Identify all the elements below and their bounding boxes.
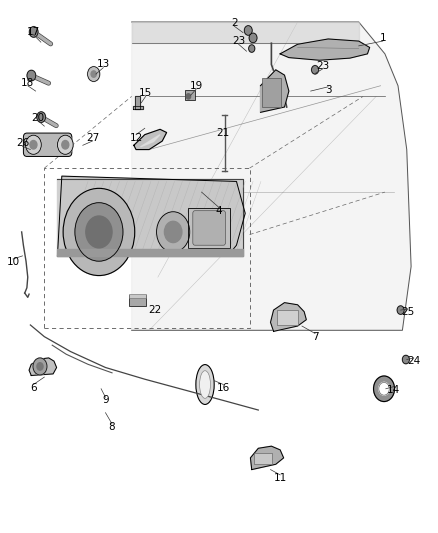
Bar: [130, 294, 146, 298]
Text: 8: 8: [109, 422, 115, 432]
Text: 15: 15: [139, 88, 152, 98]
Circle shape: [88, 67, 100, 82]
Circle shape: [374, 376, 395, 401]
Circle shape: [86, 216, 112, 248]
Text: 20: 20: [32, 112, 45, 123]
Text: 21: 21: [217, 127, 230, 138]
Polygon shape: [135, 96, 141, 109]
Polygon shape: [57, 176, 245, 256]
Bar: [277, 310, 297, 325]
Circle shape: [403, 356, 410, 364]
Text: 27: 27: [86, 133, 99, 143]
Polygon shape: [261, 70, 289, 112]
Circle shape: [33, 358, 47, 375]
Bar: [262, 78, 282, 107]
Circle shape: [27, 70, 36, 81]
Circle shape: [30, 141, 37, 149]
Circle shape: [249, 33, 257, 43]
Polygon shape: [133, 106, 143, 109]
Text: 24: 24: [407, 356, 420, 366]
Text: 17: 17: [27, 27, 40, 37]
Text: 9: 9: [102, 395, 109, 406]
Circle shape: [37, 363, 43, 370]
Text: 13: 13: [97, 60, 110, 69]
Circle shape: [397, 306, 404, 314]
Text: 12: 12: [129, 133, 143, 143]
Ellipse shape: [196, 365, 214, 405]
Text: 22: 22: [148, 305, 161, 315]
Circle shape: [249, 45, 255, 52]
Polygon shape: [57, 179, 243, 256]
Circle shape: [311, 66, 318, 74]
Polygon shape: [132, 22, 359, 43]
Circle shape: [75, 203, 123, 261]
Polygon shape: [280, 39, 370, 60]
Text: 3: 3: [325, 85, 332, 95]
Text: 26: 26: [16, 138, 29, 148]
Polygon shape: [251, 446, 284, 470]
Circle shape: [186, 94, 191, 99]
Bar: [254, 453, 272, 464]
Circle shape: [29, 27, 38, 37]
Polygon shape: [29, 358, 57, 375]
Text: 23: 23: [316, 61, 329, 70]
Circle shape: [25, 135, 41, 155]
Circle shape: [164, 221, 182, 243]
Text: 1: 1: [379, 33, 386, 43]
Ellipse shape: [200, 370, 211, 398]
Polygon shape: [132, 22, 411, 330]
Circle shape: [63, 188, 135, 276]
Circle shape: [244, 26, 252, 35]
Text: 25: 25: [401, 307, 414, 317]
Text: 11: 11: [273, 473, 287, 483]
Polygon shape: [57, 249, 243, 256]
Text: 18: 18: [21, 78, 35, 87]
Text: 14: 14: [387, 385, 400, 395]
Text: 16: 16: [217, 383, 230, 393]
Circle shape: [156, 212, 190, 252]
FancyBboxPatch shape: [193, 211, 226, 245]
Circle shape: [37, 112, 46, 123]
Bar: [130, 295, 146, 306]
Polygon shape: [141, 135, 160, 147]
Text: 2: 2: [231, 18, 237, 28]
Circle shape: [62, 141, 69, 149]
Circle shape: [379, 382, 389, 395]
Circle shape: [91, 71, 96, 77]
Text: 7: 7: [312, 332, 318, 342]
Circle shape: [57, 135, 73, 155]
Bar: [188, 208, 230, 248]
Text: 4: 4: [215, 206, 223, 216]
Polygon shape: [134, 130, 166, 150]
Polygon shape: [271, 303, 306, 332]
Bar: [185, 90, 194, 100]
Text: 19: 19: [190, 81, 203, 91]
FancyBboxPatch shape: [23, 133, 72, 157]
Text: 10: 10: [7, 257, 19, 267]
Text: 6: 6: [30, 383, 37, 393]
Text: 23: 23: [232, 36, 245, 46]
